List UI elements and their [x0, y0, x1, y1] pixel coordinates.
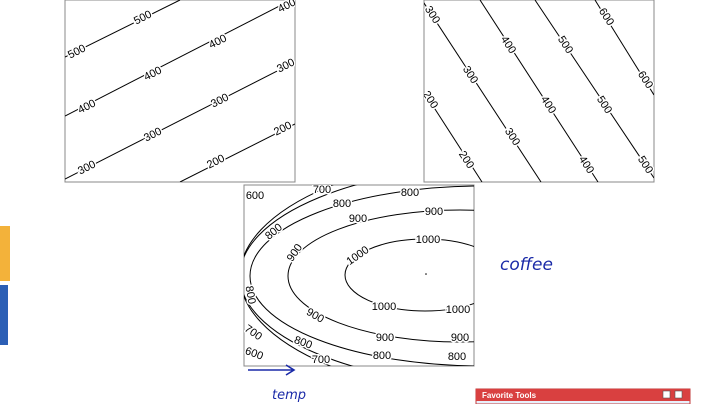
handwritten-label: coffee [500, 255, 553, 275]
contour-line [65, 61, 295, 180]
contour-label: 900 [451, 332, 469, 344]
contour-line [65, 0, 181, 58]
contour-label: 800 [401, 187, 419, 199]
contour-plot: 300 400 500 600 300 400 500 600 200 300 … [423, 0, 655, 183]
contour-label: 1000 [416, 234, 440, 246]
contour-label: 1000 [446, 304, 470, 316]
contour-line [479, 0, 599, 182]
contour-label: 900 [425, 206, 443, 218]
contour-line [344, 238, 474, 312]
toolbar-button[interactable] [662, 390, 671, 399]
contour-label: 900 [376, 332, 394, 344]
handwritten-label: temp [272, 388, 306, 403]
side-icon[interactable] [0, 285, 8, 345]
toolbar: Favorite Tools [475, 388, 691, 404]
contour-plot: 600 700 800 800 900 800 900 1000 900 100… [243, 184, 475, 367]
contour-line [287, 209, 474, 343]
contours [65, 0, 295, 182]
contours [244, 185, 474, 366]
contour-label: 600 [246, 190, 264, 202]
contour-label: 800 [243, 285, 258, 305]
contour-line [424, 91, 483, 182]
contour-line [424, 2, 542, 182]
contour-line [594, 0, 654, 96]
contour-line [534, 0, 654, 179]
plot-frame [64, 0, 296, 183]
center-dot [425, 273, 427, 275]
contour-plot: 500 500 400 400 400 400 300 300 300 300 … [64, 0, 296, 183]
contour-line [179, 123, 295, 182]
contours [424, 0, 654, 182]
contour-line [249, 185, 474, 366]
contour-label: 1000 [372, 301, 396, 313]
side-icon[interactable] [0, 226, 10, 281]
toolbar-button[interactable] [674, 390, 683, 399]
arrow [248, 364, 296, 376]
contour-label: 800 [448, 351, 466, 363]
contour-label: 800 [333, 198, 351, 210]
contour-label: 700 [312, 354, 330, 366]
contour-label: 900 [349, 213, 367, 225]
contour-label: 700 [313, 184, 331, 196]
toolbar-title: Favorite Tools [482, 391, 537, 400]
contour-label: 800 [373, 350, 391, 362]
contour-line [65, 0, 293, 117]
toolbar-title-bar [476, 389, 690, 401]
